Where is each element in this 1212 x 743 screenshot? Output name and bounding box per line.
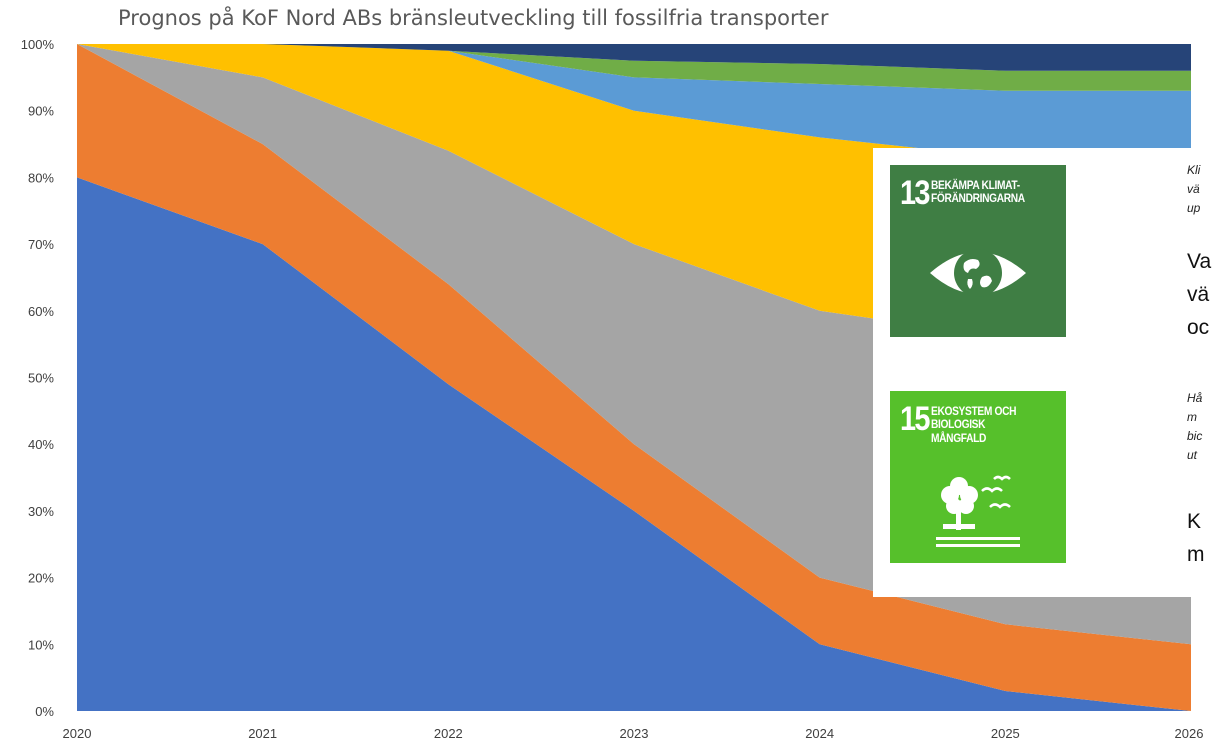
y-tick-label: 90%: [28, 104, 54, 119]
x-tick-label: 2020: [63, 726, 92, 741]
earth-eye-icon: [930, 249, 1026, 297]
y-tick-label: 60%: [28, 304, 54, 319]
y-tick-label: 0%: [35, 704, 54, 719]
x-tick-label: 2026: [1175, 726, 1204, 741]
area-series-7: [77, 44, 1191, 71]
y-tick-label: 50%: [28, 371, 54, 386]
sdg13-number: 13: [900, 174, 930, 212]
chart-title: Prognos på KoF Nord ABs bränsleutvecklin…: [118, 6, 829, 30]
x-tick-label: 2022: [434, 726, 463, 741]
y-tick-label: 40%: [28, 437, 54, 452]
y-tick-label: 100%: [21, 37, 55, 52]
x-tick-label: 2021: [248, 726, 277, 741]
sdg15-description-small: Hå m bic ut: [1187, 391, 1203, 462]
sdg13-label: BEKÄMPA KLIMAT- FÖRÄNDRINGARNA: [930, 178, 1025, 206]
sdg15-tile: 15 EKOSYSTEM OCH BIOLOGISK MÅNGFALD: [890, 391, 1066, 563]
y-axis: 0% 10% 20% 30% 40% 50% 60% 70% 80% 90% 100%: [21, 37, 55, 719]
sdg15-description-large: K m: [1187, 510, 1205, 566]
x-tick-label: 2025: [991, 726, 1020, 741]
sdg13-description-small: Kli vä up: [1187, 163, 1201, 215]
x-axis: 2020 2021 2022 2023 2024 2025 2026: [63, 726, 1204, 741]
y-tick-label: 80%: [28, 170, 54, 185]
sdg13-description-large: Va vä oc: [1187, 250, 1212, 339]
sdg-overlay-panel: 13 BEKÄMPA KLIMAT- FÖRÄNDRINGARNA 15 EKO…: [873, 148, 1212, 597]
y-tick-label: 70%: [28, 237, 54, 252]
tree-birds-icon: [936, 475, 1020, 547]
x-tick-label: 2024: [805, 726, 834, 741]
area-series-5: [77, 44, 1191, 178]
y-tick-label: 30%: [28, 504, 54, 519]
x-tick-label: 2023: [620, 726, 649, 741]
area-series-1: [77, 177, 1191, 711]
area-series-6: [77, 44, 1191, 91]
sdg15-label: EKOSYSTEM OCH BIOLOGISK MÅNGFALD: [930, 404, 1016, 445]
y-tick-label: 10%: [28, 637, 54, 652]
y-tick-label: 20%: [28, 571, 54, 586]
sdg15-number: 15: [900, 400, 930, 438]
sdg13-tile: 13 BEKÄMPA KLIMAT- FÖRÄNDRINGARNA: [890, 165, 1066, 337]
area-series-2: [77, 44, 1191, 711]
